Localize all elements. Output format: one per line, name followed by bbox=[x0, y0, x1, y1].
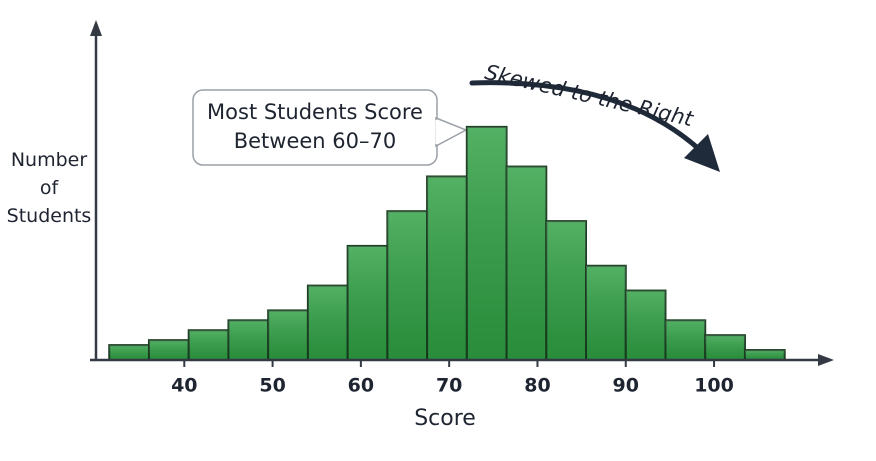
x-tick-label: 60 bbox=[348, 375, 374, 397]
y-axis-label: Number of Students bbox=[6, 149, 92, 227]
bar-shade bbox=[625, 290, 666, 360]
bar-shade bbox=[546, 221, 587, 360]
skew-arrow bbox=[469, 80, 703, 153]
bar-shade bbox=[744, 350, 785, 360]
x-tick-label: 50 bbox=[259, 375, 285, 397]
bar-shade bbox=[466, 126, 507, 360]
x-tick-label: 70 bbox=[436, 375, 462, 397]
bar-shade bbox=[586, 265, 626, 360]
skew-arrow-head bbox=[684, 134, 720, 172]
x-tick-label: 100 bbox=[694, 375, 734, 397]
bar-shade bbox=[705, 335, 745, 360]
bar-shade bbox=[109, 345, 149, 360]
bar-shade bbox=[188, 330, 229, 360]
bar-shade bbox=[268, 310, 308, 360]
bar-shade bbox=[665, 320, 706, 360]
y-axis-arrow bbox=[90, 20, 102, 36]
x-tick-label: 40 bbox=[171, 375, 197, 397]
x-axis-label: Score bbox=[414, 406, 476, 431]
bar-shade bbox=[506, 166, 547, 360]
plot-area: 40 50 60 70 80 90 100 bbox=[90, 125, 834, 397]
bar-shade bbox=[148, 340, 189, 360]
bar-shade bbox=[347, 245, 388, 360]
bar-shade bbox=[427, 176, 467, 360]
callout-tail bbox=[435, 116, 468, 148]
bar-shade bbox=[307, 285, 348, 360]
x-tick-label: 90 bbox=[613, 375, 639, 397]
x-tick-label: 80 bbox=[524, 375, 550, 397]
callout-text: Most Students Score Between 60–70 bbox=[207, 100, 423, 153]
x-axis-arrow bbox=[818, 354, 834, 366]
bar-shade bbox=[228, 320, 269, 360]
bar-shade bbox=[387, 211, 428, 360]
